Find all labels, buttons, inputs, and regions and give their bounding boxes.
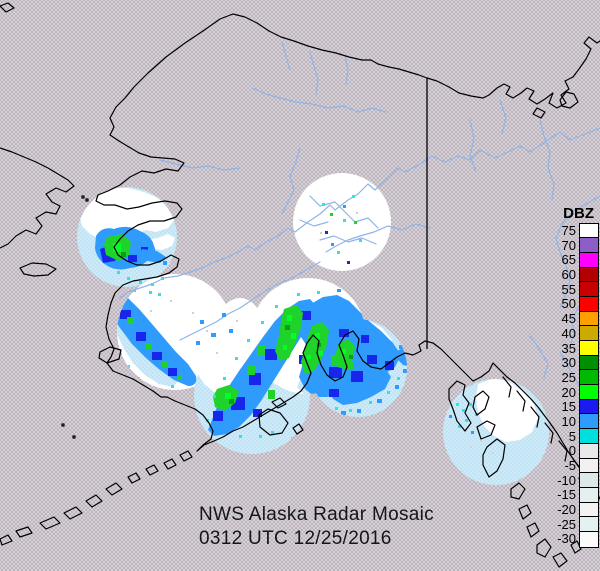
legend-row: 15 [540, 398, 599, 416]
echo-layer [95, 195, 478, 440]
legend-dbz-label: 50 [561, 296, 576, 312]
legend-dbz-label: 10 [561, 413, 576, 429]
legend-dbz-label: -30 [557, 531, 576, 547]
legend-dbz-label: 70 [561, 237, 576, 253]
dbz-legend-header: DBZ [563, 205, 594, 222]
legend-row: 50 [540, 295, 599, 313]
legend-dbz-label: 0 [568, 443, 576, 459]
map-title: NWS Alaska Radar Mosaic [199, 504, 434, 525]
legend-row: 55 [540, 281, 599, 298]
legend-row: 35 [540, 340, 599, 357]
legend-dbz-label: 40 [561, 325, 576, 341]
rivers [119, 41, 600, 421]
legend-row: 60 [540, 266, 599, 284]
legend-dbz-label: 65 [561, 252, 576, 268]
radar-coverage-pedro-dome [293, 173, 391, 271]
legend-color-cell [579, 530, 599, 548]
legend-dbz-label: -15 [557, 487, 576, 503]
dbz-legend-scale: 75 70 65 60 55 50 45 40 35 30 25 20 15 10 5 0 -5 -10 -15 -2… [540, 223, 599, 548]
legend-dbz-label: -25 [557, 516, 576, 532]
title-block: NWS Alaska Radar Mosaic 0312 UTC 12/25/2… [199, 503, 434, 551]
legend-row: 75 [540, 223, 599, 240]
legend-dbz-label: 60 [561, 267, 576, 283]
legend-dbz-label: -20 [557, 502, 576, 518]
legend-dbz-label: 45 [561, 311, 576, 327]
dbz-legend: DBZ 75 70 65 60 55 50 45 40 35 30 25 20 15 10 5 0 -5 -10-… [540, 205, 599, 548]
legend-dbz-label: 75 [561, 223, 576, 238]
legend-row: -10 [540, 472, 599, 489]
legend-dbz-label: 15 [561, 399, 576, 415]
legend-row: -30 [540, 530, 599, 548]
legend-dbz-label: 30 [561, 355, 576, 371]
legend-dbz-label: 25 [561, 369, 576, 385]
legend-row: 30 [540, 354, 599, 372]
legend-dbz-label: -10 [557, 472, 576, 488]
legend-row: 10 [540, 413, 599, 431]
legend-dbz-label: 35 [561, 340, 576, 356]
legend-row: 20 [540, 384, 599, 401]
legend-dbz-label: 5 [568, 428, 576, 444]
legend-row: 40 [540, 325, 599, 342]
legend-dbz-label: 55 [561, 281, 576, 297]
legend-row: -25 [540, 516, 599, 533]
legend-dbz-label: 20 [561, 384, 576, 400]
map-timestamp: 0312 UTC 12/25/2016 [199, 528, 392, 549]
clutter-speckles [150, 212, 494, 454]
legend-dbz-label: -5 [564, 458, 576, 473]
legend-row: 70 [540, 237, 599, 254]
